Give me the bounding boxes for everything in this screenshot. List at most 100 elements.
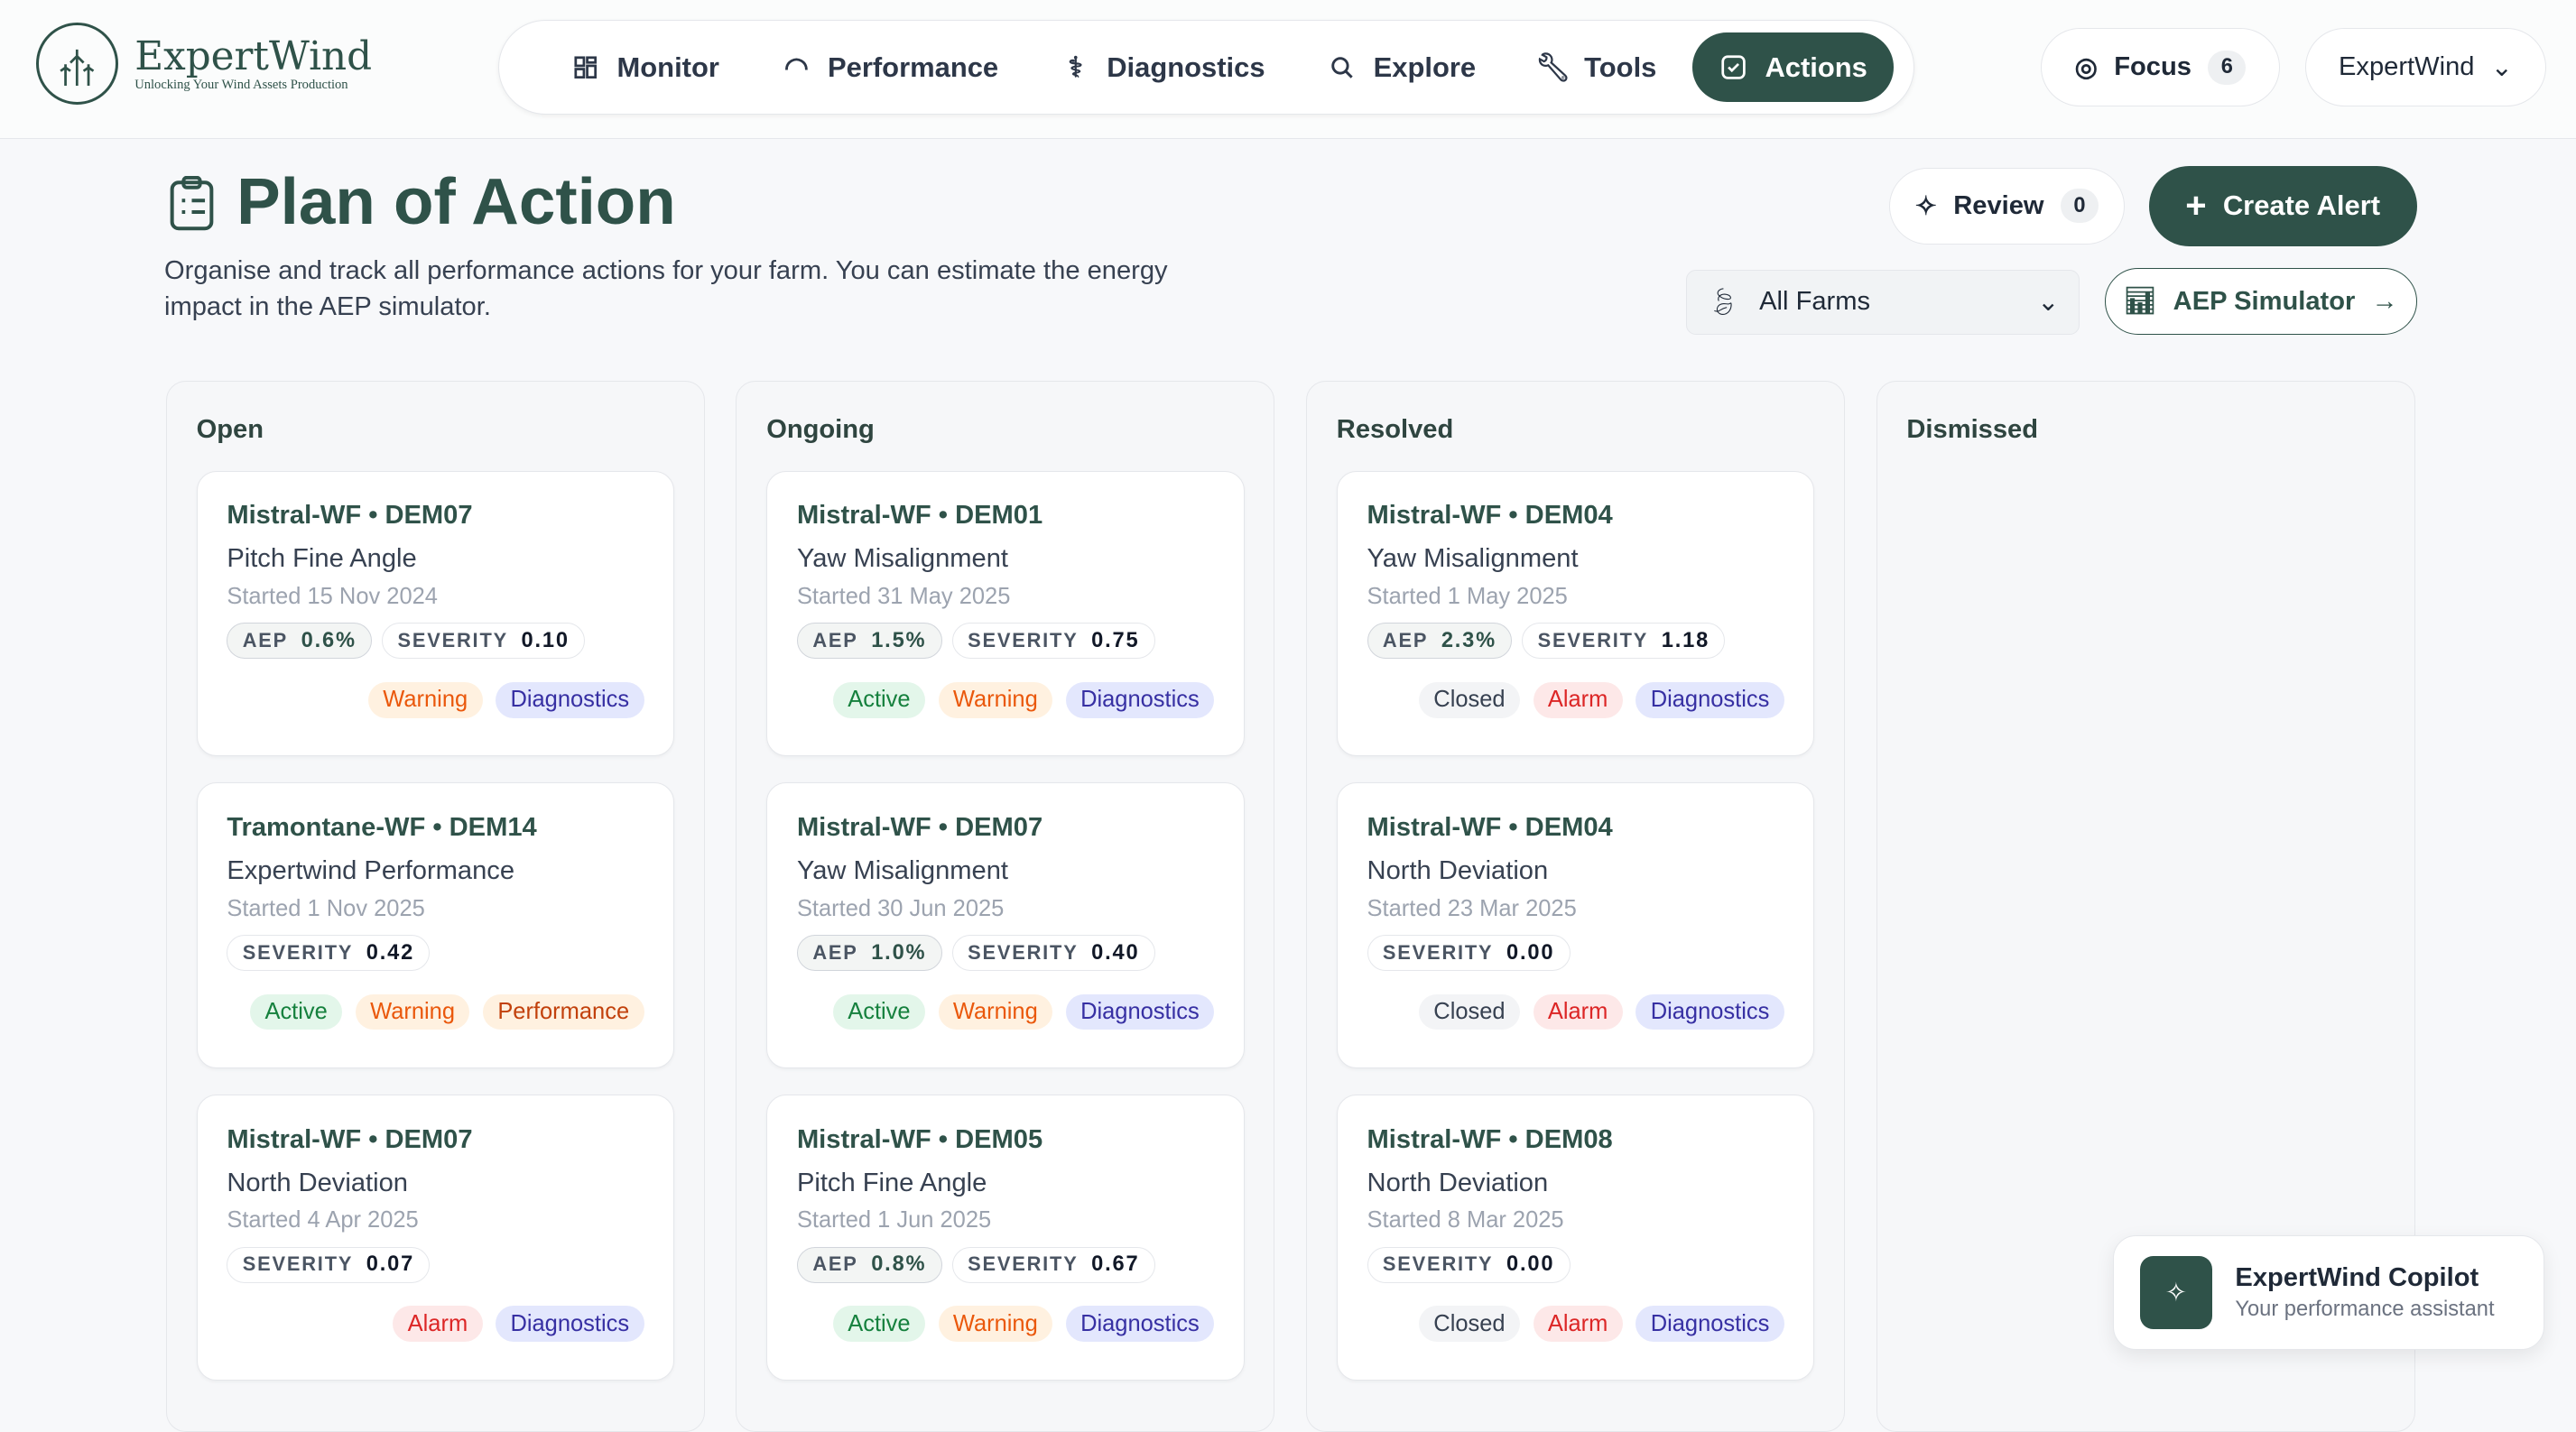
tag-diagnostics: Diagnostics — [1635, 1306, 1784, 1342]
card-metrics: AEP1.5%SEVERITY0.75 — [797, 623, 1214, 659]
action-card[interactable]: Mistral-WF • DEM05 Pitch Fine Angle Star… — [766, 1095, 1245, 1381]
card-tags: ActiveWarningPerformance — [227, 994, 644, 1030]
severity-value: 0.00 — [1506, 1252, 1554, 1277]
tag-diagnostics: Diagnostics — [1066, 682, 1214, 718]
card-issue: Expertwind Performance — [227, 856, 644, 886]
page-description: Organise and track all performance actio… — [164, 253, 1216, 325]
tag-closed: Closed — [1419, 682, 1520, 718]
bar-chart-icon: 📊︎ — [2124, 286, 2157, 317]
action-card[interactable]: Mistral-WF • DEM04 North Deviation Start… — [1337, 782, 1815, 1068]
aep-label: AEP — [812, 629, 857, 653]
card-title: Mistral-WF • DEM04 — [1367, 501, 1784, 531]
target-icon: ◎ — [2075, 51, 2098, 83]
tag-diagnostics: Diagnostics — [496, 1306, 644, 1342]
wrench-icon: 🔧︎ — [1538, 52, 1568, 82]
farm-select-value: All Farms — [1759, 287, 2017, 317]
card-metrics: SEVERITY0.42 — [227, 935, 644, 971]
tag-alarm: Alarm — [1534, 1306, 1623, 1342]
card-metrics: AEP0.6%SEVERITY0.10 — [227, 623, 644, 659]
action-card[interactable]: Mistral-WF • DEM04 Yaw Misalignment Star… — [1337, 471, 1815, 757]
account-dropdown[interactable]: ExpertWind⌄ — [2305, 28, 2547, 106]
card-tags: ClosedAlarmDiagnostics — [1367, 682, 1784, 718]
brand-logo[interactable]: ExpertWind Unlocking Your Wind Assets Pr… — [36, 23, 372, 105]
nav-performance[interactable]: ◠ Performance — [755, 32, 1024, 101]
column-resolved: Resolved Mistral-WF • DEM04 Yaw Misalign… — [1306, 381, 1845, 1432]
card-metrics: AEP0.8%SEVERITY0.67 — [797, 1247, 1214, 1283]
column-open: Open Mistral-WF • DEM07 Pitch Fine Angle… — [166, 381, 705, 1432]
tag-active: Active — [833, 994, 925, 1030]
severity-value: 0.10 — [522, 629, 570, 653]
top-header: ExpertWind Unlocking Your Wind Assets Pr… — [0, 0, 2576, 139]
action-card[interactable]: Mistral-WF • DEM07 Pitch Fine Angle Star… — [197, 471, 675, 757]
wind-turbine-icon — [36, 23, 118, 105]
action-card[interactable]: Mistral-WF • DEM01 Yaw Misalignment Star… — [766, 471, 1245, 757]
card-issue: Pitch Fine Angle — [797, 1169, 1214, 1198]
card-issue: North Deviation — [1367, 1169, 1784, 1198]
tag-diagnostics: Diagnostics — [1066, 1306, 1214, 1342]
focus-count: 6 — [2208, 51, 2246, 85]
severity-badge: SEVERITY0.00 — [1367, 1247, 1571, 1283]
action-card[interactable]: Mistral-WF • DEM07 North Deviation Start… — [197, 1095, 675, 1381]
nav-explore[interactable]: Explore — [1302, 32, 1503, 101]
tag-diagnostics: Diagnostics — [1066, 994, 1214, 1030]
tag-warning: Warning — [939, 682, 1053, 718]
create-alert-button[interactable]: +Create Alert — [2149, 166, 2417, 246]
nav-label: Tools — [1584, 51, 1656, 84]
aep-badge: AEP2.3% — [1367, 623, 1513, 659]
create-alert-label: Create Alert — [2223, 189, 2380, 222]
column-title: Dismissed — [1906, 415, 2038, 445]
tag-diagnostics: Diagnostics — [496, 682, 644, 718]
severity-badge: SEVERITY0.67 — [952, 1247, 1155, 1283]
severity-badge: SEVERITY 0.07 — [227, 1247, 430, 1283]
card-issue: North Deviation — [227, 1169, 644, 1198]
main-nav: Monitor ◠ Performance ⚕Diagnostics Explor… — [498, 20, 1914, 115]
card-tags: AlarmDiagnostics — [227, 1306, 644, 1342]
card-metrics: SEVERITY0.00 — [1367, 935, 1784, 971]
column-title: Resolved — [1337, 415, 1453, 445]
tag-diagnostics: Diagnostics — [1635, 994, 1784, 1030]
severity-badge: SEVERITY0.75 — [952, 623, 1155, 659]
copilot-title: ExpertWind Copilot — [2235, 1263, 2494, 1293]
severity-label: SEVERITY — [397, 629, 508, 653]
card-tags: Active Warning Diagnostics — [797, 682, 1214, 718]
nav-tools[interactable]: 🔧︎ Tools — [1512, 32, 1682, 101]
column-title: Open — [197, 415, 264, 445]
nav-label: Explore — [1374, 51, 1476, 84]
card-issue: Yaw Misalignment — [1367, 544, 1784, 574]
card-date: Started 4 Apr 2025 — [227, 1207, 644, 1233]
tag-closed: Closed — [1419, 994, 1520, 1030]
nav-monitor[interactable]: Monitor — [544, 32, 746, 101]
card-date: Started 1 Jun 2025 — [797, 1207, 1214, 1233]
nav-diagnostics[interactable]: ⚕Diagnostics — [1034, 32, 1292, 101]
column-title: Ongoing — [766, 415, 875, 445]
card-title: Mistral-WF • DEM07 — [227, 501, 644, 531]
gauge-icon: ◠ — [782, 52, 811, 82]
card-title: Mistral-WF • DEM07 — [797, 813, 1214, 843]
review-label: Review — [1953, 191, 2043, 221]
focus-button[interactable]: ◎Focus6 — [2041, 28, 2281, 106]
severity-label: SEVERITY — [243, 1252, 354, 1277]
severity-badge: SEVERITY0.42 — [227, 935, 430, 971]
severity-label: SEVERITY — [1538, 629, 1649, 653]
aep-label: AEP — [243, 629, 288, 653]
nav-label: Performance — [828, 51, 998, 84]
severity-badge: SEVERITY0.00 — [1367, 935, 1571, 971]
action-card[interactable]: Tramontane-WF • DEM14 Expertwind Perform… — [197, 782, 675, 1068]
action-card[interactable]: Mistral-WF • DEM07 Yaw Misalignment Star… — [766, 782, 1245, 1068]
leaf-icon: 🍃︎ — [1706, 287, 1739, 318]
aep-label: AEP — [1383, 629, 1428, 653]
severity-value: 0.07 — [366, 1252, 414, 1277]
arrow-right-icon: → — [2372, 287, 2398, 317]
action-card[interactable]: Mistral-WF • DEM08 North Deviation Start… — [1337, 1095, 1815, 1381]
tag-active: Active — [833, 682, 925, 718]
card-metrics: SEVERITY 0.07 — [227, 1247, 644, 1283]
aep-simulator-button[interactable]: 📊︎AEP Simulator→ — [2105, 268, 2417, 336]
nav-actions[interactable]: Actions — [1692, 32, 1894, 101]
review-button[interactable]: ✧Review0 — [1889, 168, 2124, 245]
farm-select[interactable]: 🍃︎All Farms⌄ — [1686, 270, 2080, 336]
review-count: 0 — [2061, 189, 2099, 223]
account-label: ExpertWind — [2339, 52, 2474, 82]
brand-name: ExpertWind — [134, 35, 372, 78]
copilot-widget[interactable]: ✧ ExpertWind Copilot Your performance as… — [2113, 1235, 2545, 1350]
card-title: Mistral-WF • DEM08 — [1367, 1125, 1784, 1155]
